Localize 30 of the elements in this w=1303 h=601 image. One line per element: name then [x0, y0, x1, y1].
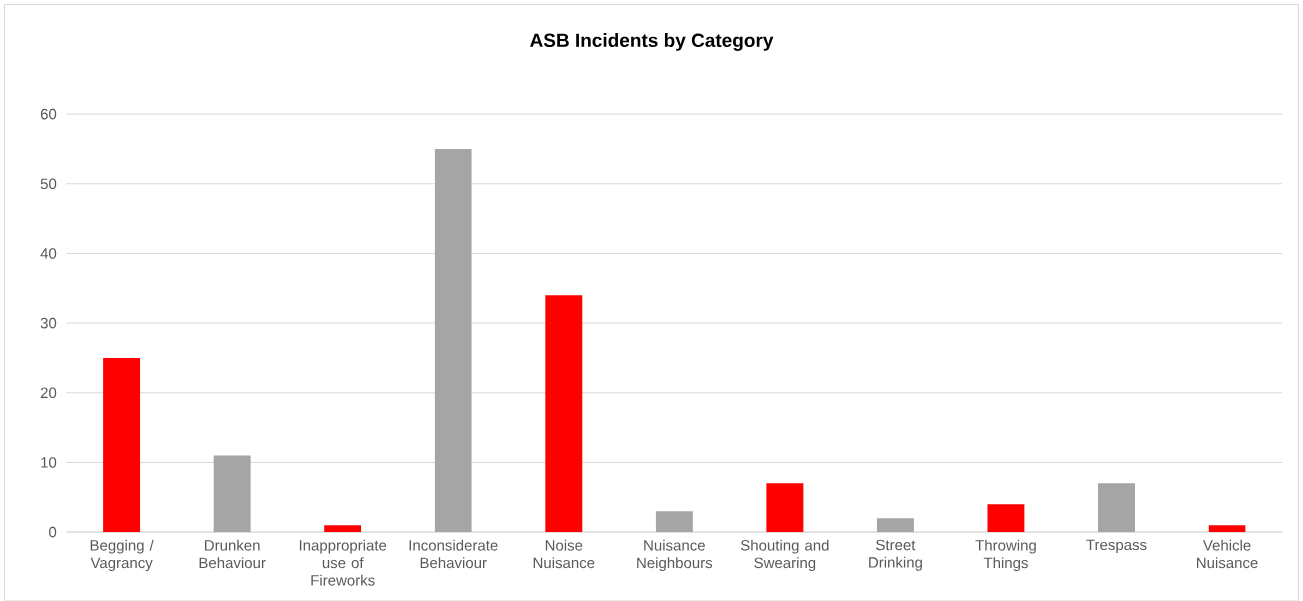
bar	[987, 504, 1025, 532]
y-tick-label: 0	[49, 526, 57, 538]
bar	[1098, 483, 1136, 532]
x-tick-label: Throwing Things	[975, 539, 1036, 571]
x-tick-label: Trespass	[1086, 539, 1147, 553]
x-tick-label: Nuisance Neighbours	[637, 539, 713, 571]
x-tick-label: Vehicle Nuisance	[1197, 539, 1258, 568]
x-tick-label: Street Drinking	[869, 539, 922, 571]
y-tick-label: 50	[40, 178, 57, 189]
y-tick-label: 30	[40, 317, 57, 329]
bar	[545, 295, 583, 532]
bar	[766, 483, 804, 532]
x-tick-label: Noise Nuisance	[533, 539, 595, 568]
x-tick-label: Shouting and Swearing	[740, 539, 829, 571]
x-tick-label: Drunken Behaviour	[199, 539, 266, 568]
bar	[876, 517, 914, 532]
bar	[213, 455, 251, 532]
y-tick-label: 20	[40, 387, 57, 398]
bar	[324, 524, 362, 532]
bar	[655, 510, 693, 532]
bar	[434, 148, 472, 532]
y-tick-label: 10	[41, 456, 57, 468]
y-tick-label: 60	[40, 108, 57, 120]
bar	[103, 357, 141, 532]
x-tick-label: Begging / Vagrancy	[90, 539, 154, 571]
chart-title: ASB Incidents by Category	[530, 32, 774, 51]
x-tick-label: Inconsiderate Behaviour	[409, 539, 498, 568]
y-tick-label: 40	[40, 247, 57, 259]
x-tick-label: Inappropriate use of Fireworks	[299, 539, 387, 586]
bar	[1208, 524, 1246, 532]
